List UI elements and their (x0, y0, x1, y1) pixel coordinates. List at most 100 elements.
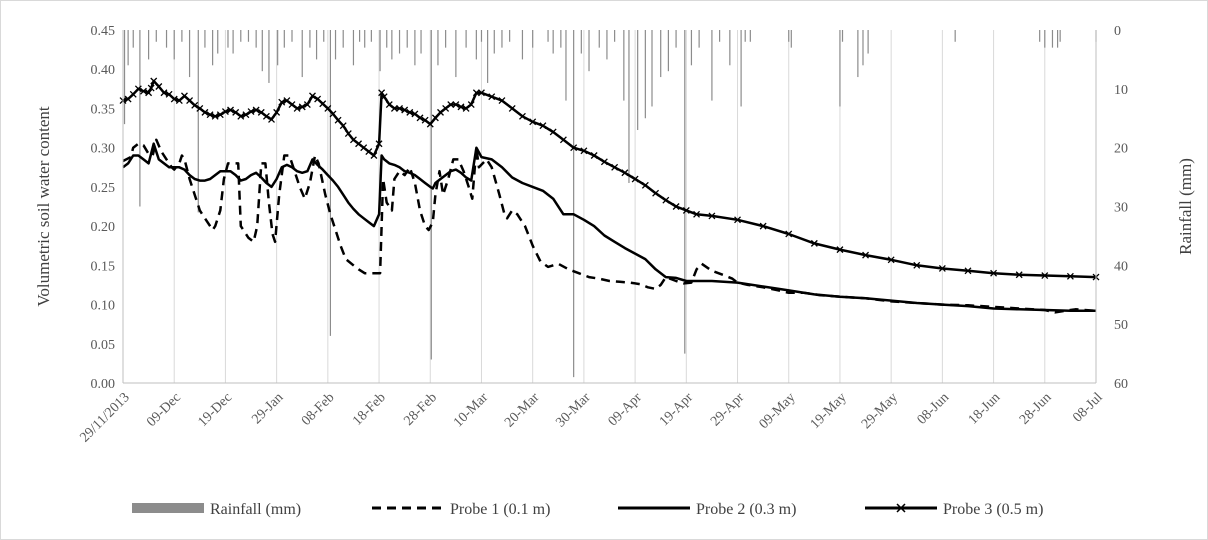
series-marker (426, 120, 434, 128)
series-marker (590, 152, 598, 159)
series-marker (570, 144, 578, 152)
y-left-tick-label: 0.05 (91, 338, 116, 353)
series-marker (334, 116, 342, 124)
series-marker (324, 104, 332, 112)
series-marker (672, 203, 680, 210)
y-left-tick-label: 0.30 (91, 142, 116, 157)
series-marker (682, 206, 690, 214)
series-marker (641, 181, 649, 189)
series-marker (221, 108, 229, 116)
series-marker (390, 104, 398, 112)
series-marker (145, 89, 153, 97)
series-marker (257, 108, 265, 116)
y-right-tick-label: 20 (1114, 142, 1128, 157)
series-marker (406, 108, 414, 116)
series-marker (913, 261, 921, 269)
y-right-tick-label: 40 (1114, 259, 1128, 274)
series-marker (559, 136, 567, 144)
series-marker (232, 108, 240, 116)
series-marker (365, 148, 373, 156)
series-marker (378, 89, 386, 97)
series-marker (462, 104, 470, 112)
series-marker (278, 98, 286, 106)
series-marker (160, 89, 168, 97)
series-marker (785, 230, 793, 238)
series-marker (938, 265, 946, 272)
series-marker (227, 106, 235, 114)
series-marker (472, 89, 480, 97)
series-marker (396, 104, 403, 112)
series-line-probe-2-0-3-m (122, 142, 1096, 313)
legend-item: Probe 3 (0.5 m) (865, 501, 1043, 518)
series-marker (380, 93, 388, 101)
series-marker (309, 92, 316, 100)
series-marker (862, 251, 870, 259)
series-marker (452, 101, 460, 108)
y-left-tick-label: 0.45 (91, 24, 116, 39)
y-left-tick-label: 0.00 (91, 377, 116, 392)
series-marker (298, 103, 306, 111)
series-marker (211, 112, 219, 120)
series-marker (355, 140, 363, 148)
series-marker (887, 256, 895, 264)
legend-item: Probe 2 (0.3 m) (618, 501, 796, 518)
y-left-tick-label: 0.25 (91, 181, 116, 196)
series-marker (437, 108, 444, 116)
series-marker (370, 152, 378, 159)
series-marker (836, 246, 844, 254)
y-left-tick-label: 0.15 (91, 259, 116, 274)
series-marker (508, 104, 516, 112)
series-marker (247, 108, 255, 116)
series-marker (539, 122, 547, 130)
y-left-tick-label: 0.10 (91, 299, 116, 314)
series-marker (964, 267, 972, 275)
legend-label: Rainfall (mm) (210, 501, 301, 518)
y-left-tick-label: 0.20 (91, 220, 116, 235)
series-marker (242, 111, 250, 119)
series-marker (129, 90, 137, 98)
legend-label: Probe 3 (0.5 m) (943, 501, 1043, 518)
series-marker (349, 136, 357, 144)
y-right-tick-label: 30 (1114, 201, 1128, 216)
series-marker (155, 83, 163, 90)
series-marker (611, 163, 619, 171)
series-marker (344, 130, 352, 138)
series-marker (201, 108, 209, 116)
series-marker (442, 104, 450, 112)
y-right-tick-label: 50 (1114, 318, 1128, 333)
series-marker (600, 158, 608, 166)
series-marker (339, 122, 347, 130)
series-marker (498, 97, 506, 105)
series-marker (652, 189, 660, 197)
series-line-probe-1-0-1-m (122, 138, 1097, 314)
series-marker (416, 114, 424, 122)
y-right-axis-title: Rainfall (mm) (1176, 158, 1195, 255)
series-marker (549, 128, 557, 136)
legend-item: Probe 1 (0.1 m) (372, 501, 550, 518)
series-marker (990, 269, 998, 277)
series-marker (140, 87, 147, 95)
series-marker (283, 97, 291, 105)
series-marker (401, 106, 409, 114)
series-marker (421, 116, 429, 124)
series-marker (268, 115, 275, 123)
legend-swatch-bar (132, 503, 204, 513)
series-marker (1015, 271, 1023, 279)
series-marker (170, 95, 178, 103)
y-left-axis-title: Volumetric soil water content (34, 106, 53, 307)
series-marker (810, 239, 818, 247)
series-marker (262, 112, 270, 120)
series-marker (375, 140, 383, 148)
legend-label: Probe 2 (0.3 m) (696, 501, 796, 518)
series-marker (518, 112, 526, 120)
series-marker (252, 106, 260, 114)
series-marker (488, 93, 496, 101)
series-marker (191, 101, 199, 109)
series-marker (457, 103, 465, 111)
series-marker (288, 101, 296, 108)
series-marker (1041, 272, 1049, 279)
series-marker (150, 77, 158, 85)
